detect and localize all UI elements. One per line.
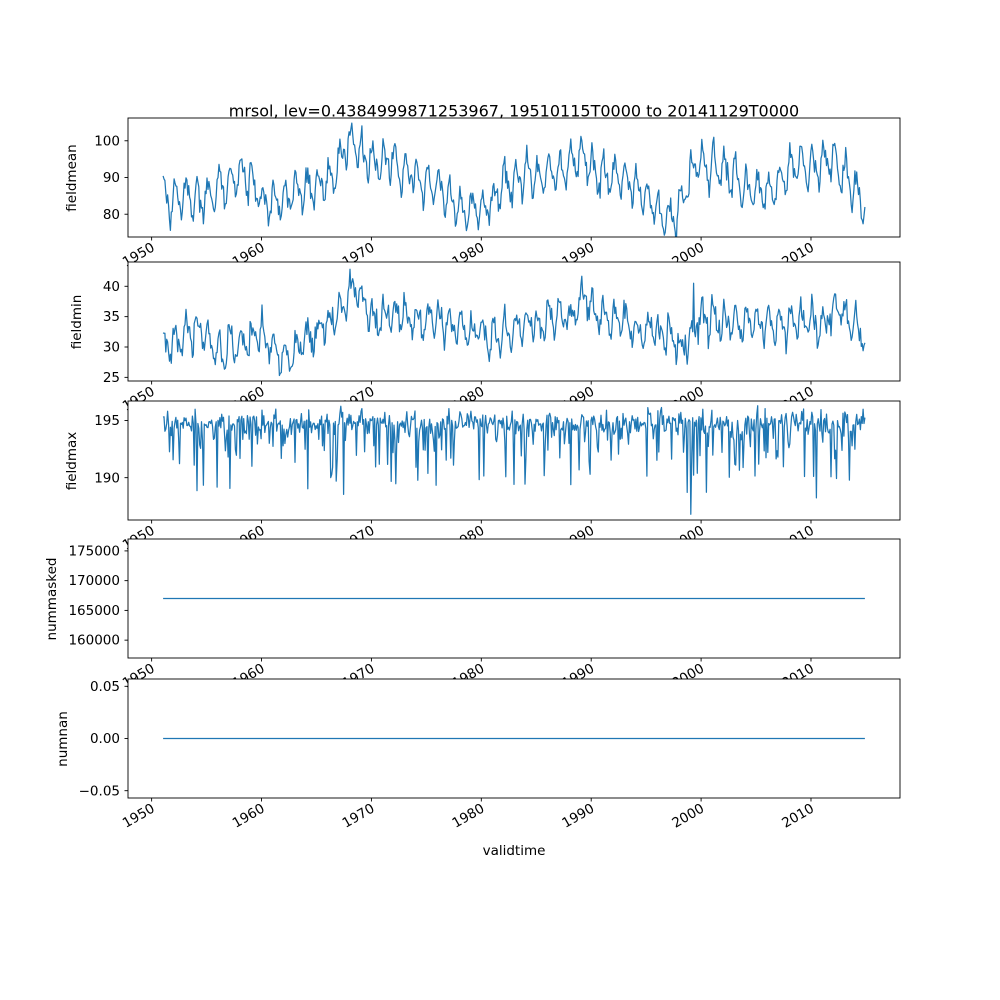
ylabel-nummasked: nummasked	[44, 557, 60, 640]
y-tick-label: 165000	[68, 603, 120, 619]
y-tick-label: 25	[103, 370, 120, 386]
series-line-fieldmin	[162, 268, 866, 377]
axes-border	[127, 538, 901, 659]
x-tick-label: 1980	[450, 801, 488, 832]
x-tick-label: 1970	[340, 801, 378, 832]
y-tick-label: 195	[94, 413, 120, 429]
y-tick-label: 190	[94, 470, 120, 486]
series-line-fieldmean	[162, 122, 866, 237]
x-tick-label: 2000	[669, 801, 707, 832]
x-axis-label: validtime	[482, 843, 546, 859]
x-tick-label: 2010	[779, 801, 817, 832]
y-tick-label: 40	[103, 279, 120, 295]
axes-border	[127, 261, 901, 382]
x-tick-label: 1960	[230, 801, 268, 832]
chart-title: mrsol, lev=0.4384999871253967, 19510115T…	[228, 101, 800, 121]
y-tick-label: −0.05	[79, 783, 120, 799]
x-tick-label: 1990	[559, 801, 597, 832]
ylabel-numnan: numnan	[55, 710, 71, 767]
y-tick-label: 175000	[68, 543, 120, 559]
x-tick-label: 1950	[120, 801, 158, 832]
y-tick-label: 90	[103, 170, 120, 186]
y-tick-label: 0.05	[90, 679, 120, 695]
ylabel-fieldmean: fieldmean	[64, 143, 80, 212]
axes-border	[127, 400, 901, 521]
series-line-fieldmax	[162, 405, 866, 515]
y-tick-label: 80	[103, 207, 120, 223]
y-tick-label: 30	[103, 340, 120, 356]
y-tick-label: 100	[94, 133, 120, 149]
y-tick-label: 0.00	[90, 731, 120, 747]
panel-numnan: −0.05 0.00 0.05 1950 1960 1970 1980 1990 2000 201…	[79, 678, 901, 832]
y-tick-label: 160000	[68, 633, 120, 649]
y-tick-label: 35	[103, 309, 120, 325]
y-tick-label: 170000	[68, 573, 120, 589]
ylabel-fieldmin: fieldmin	[69, 294, 85, 349]
ylabel-fieldmax: fieldmax	[64, 431, 80, 490]
